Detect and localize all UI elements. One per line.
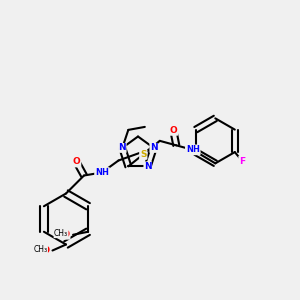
Text: NH: NH: [95, 168, 109, 177]
Text: S: S: [140, 150, 147, 159]
Text: CH₃: CH₃: [54, 229, 68, 238]
Text: N: N: [118, 143, 126, 152]
Text: F: F: [239, 157, 245, 166]
Text: CH₃: CH₃: [33, 244, 48, 253]
Text: O: O: [73, 158, 80, 166]
Text: O: O: [43, 246, 50, 255]
Text: N: N: [150, 143, 158, 152]
Text: NH: NH: [186, 145, 200, 154]
Text: O: O: [169, 126, 177, 135]
Text: O: O: [63, 230, 70, 239]
Text: N: N: [144, 162, 152, 171]
